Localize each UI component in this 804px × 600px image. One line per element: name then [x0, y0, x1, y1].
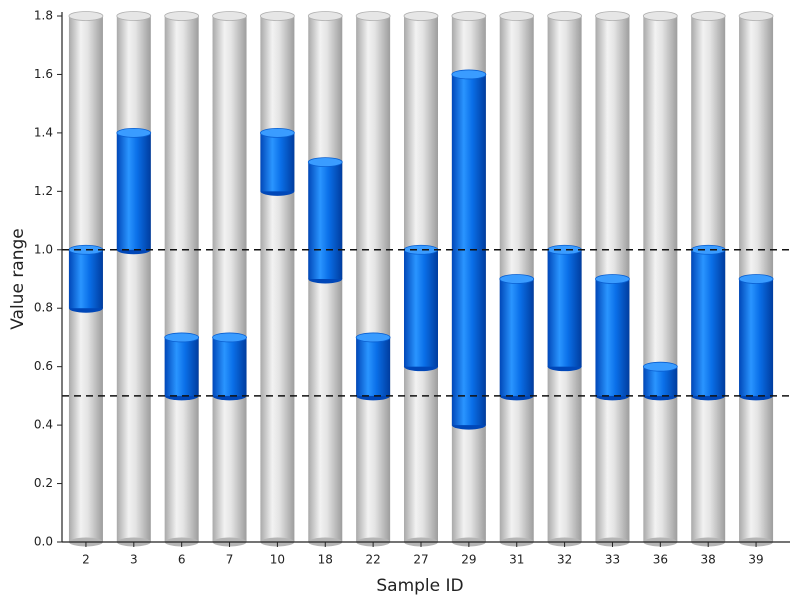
track-cap	[451, 11, 487, 21]
x-tick-label: 32	[557, 553, 572, 567]
bar	[164, 337, 199, 396]
x-tick-label: 33	[605, 553, 620, 567]
bar-top-cap	[259, 127, 295, 138]
bar-top-cap	[547, 244, 582, 255]
x-tick-label: 38	[701, 553, 716, 567]
track	[260, 16, 295, 542]
x-tick-label: 3	[130, 553, 138, 567]
bar-top-cap	[690, 244, 726, 255]
track	[356, 16, 391, 542]
x-axis-title: Sample ID	[376, 576, 463, 596]
x-tick-label: 7	[226, 553, 234, 567]
track-cap	[547, 11, 582, 21]
x-tick-label: 29	[461, 553, 476, 567]
bar-top-cap	[116, 127, 152, 138]
track-cap	[164, 11, 200, 21]
track	[164, 16, 199, 542]
x-tick-label: 6	[178, 553, 186, 567]
bar	[547, 249, 582, 367]
x-tick-label: 2	[82, 553, 90, 567]
track-cap	[212, 11, 247, 21]
y-tick-label: 0.8	[34, 301, 53, 315]
y-tick-label: 0.4	[34, 418, 53, 432]
track-cap	[499, 11, 535, 21]
track-cap	[738, 11, 774, 21]
x-tick-label: 10	[270, 553, 285, 567]
bar	[691, 249, 726, 396]
bar-top-cap	[403, 244, 439, 255]
track-cap	[68, 11, 104, 21]
bar-top-cap	[642, 361, 678, 372]
y-axis-title: Value range	[8, 228, 28, 330]
x-tick-label: 31	[509, 553, 524, 567]
track-cap	[307, 11, 343, 21]
bar-top-cap	[499, 274, 535, 284]
track-cap	[595, 11, 630, 21]
y-tick-label: 1.6	[34, 67, 53, 81]
bar-top-cap	[595, 274, 630, 284]
bar-top-cap	[355, 332, 391, 343]
bar	[68, 249, 103, 309]
bar-top-cap	[164, 332, 200, 343]
bar	[212, 337, 247, 396]
y-tick-label: 1.8	[34, 9, 53, 23]
x-tick-label: 18	[318, 553, 333, 567]
y-tick-label: 1.4	[34, 125, 53, 139]
x-tick-label: 22	[365, 553, 380, 567]
y-tick-label: 0.0	[34, 535, 53, 549]
track	[116, 16, 151, 542]
y-tick-label: 1.0	[34, 242, 53, 256]
track	[643, 16, 678, 542]
bar	[595, 279, 630, 396]
bar	[499, 279, 534, 396]
bar-top-cap	[738, 274, 774, 284]
track-cap	[403, 11, 439, 21]
x-tick-label: 39	[748, 553, 763, 567]
track-cap	[642, 11, 678, 21]
y-tick-label: 0.6	[34, 359, 53, 373]
track-cap	[355, 11, 391, 21]
bar-top-cap	[212, 332, 247, 343]
x-tick-label: 27	[413, 553, 428, 567]
x-tick-label: 36	[653, 553, 668, 567]
bar	[116, 132, 151, 250]
bar	[260, 132, 295, 192]
track-cap	[116, 11, 152, 21]
bar	[308, 162, 343, 279]
bar	[739, 279, 774, 396]
bar-top-cap	[307, 157, 343, 168]
track-cap	[259, 11, 295, 21]
bar-top-cap	[451, 69, 487, 80]
y-tick-label: 0.2	[34, 476, 53, 490]
bar	[404, 249, 438, 367]
bar	[356, 337, 391, 396]
y-tick-label: 1.2	[34, 184, 53, 198]
track-cap	[690, 11, 726, 21]
bar	[451, 74, 486, 426]
track	[212, 16, 247, 542]
